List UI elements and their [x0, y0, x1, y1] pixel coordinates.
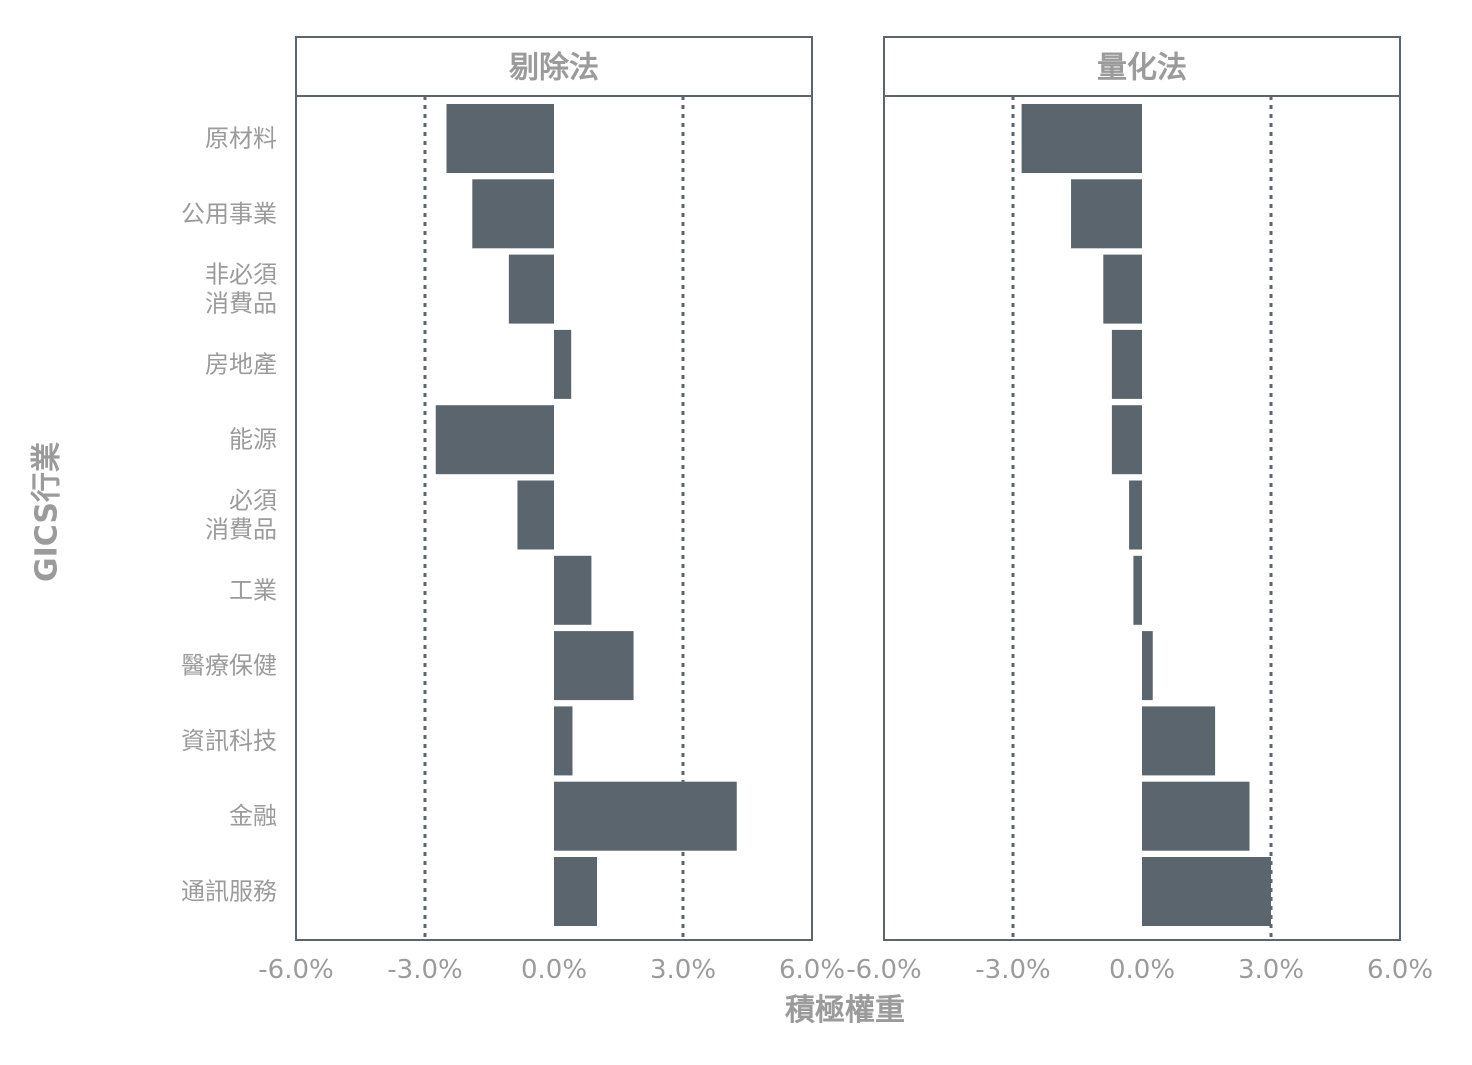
bar	[1133, 555, 1142, 625]
category-label: 通訊服務	[181, 878, 277, 906]
x-tick-label: -3.0%	[387, 955, 462, 985]
category-label: 必須	[229, 487, 277, 515]
bar	[554, 857, 597, 926]
bar	[1111, 329, 1142, 399]
bar	[554, 555, 592, 625]
bar	[1103, 254, 1142, 324]
bar	[1142, 857, 1271, 926]
x-tick-label: -6.0%	[846, 955, 921, 985]
category-label: 原材料	[205, 125, 277, 153]
bar	[1142, 631, 1153, 701]
bar	[446, 104, 554, 173]
x-tick-label: 6.0%	[1367, 955, 1433, 985]
bar	[1021, 104, 1142, 173]
category-label: 醫療保健	[181, 652, 277, 680]
x-tick-label: 3.0%	[650, 955, 716, 985]
y-axis-title: GICS行業	[30, 442, 65, 582]
x-axis-title: 積極權重	[785, 993, 905, 1028]
x-tick-label: -6.0%	[258, 955, 333, 985]
category-label: 工業	[229, 576, 277, 604]
bar	[517, 480, 554, 550]
bar	[472, 179, 554, 249]
category-label: 房地產	[205, 350, 277, 378]
bar	[554, 631, 634, 701]
bar	[1142, 781, 1250, 851]
bar	[554, 706, 573, 776]
category-label: 能源	[229, 426, 277, 454]
bar	[1111, 405, 1142, 475]
panel-title: 剔除法	[509, 51, 599, 86]
bar	[1071, 179, 1142, 249]
bar	[554, 329, 572, 399]
x-tick-label: 0.0%	[521, 955, 587, 985]
bar	[1142, 706, 1216, 776]
category-label: 消費品	[205, 290, 277, 318]
category-label: 非必須	[205, 261, 277, 289]
category-label: 資訊科技	[181, 727, 277, 755]
bar	[1129, 480, 1142, 550]
bar	[435, 405, 554, 475]
panel-frame	[883, 36, 1401, 941]
x-tick-label: -3.0%	[975, 955, 1050, 985]
x-tick-label: 0.0%	[1109, 955, 1175, 985]
panel-frame	[295, 36, 813, 941]
bar	[554, 781, 737, 851]
panel-1: 剔除法 -6.0% -3.0% 0.0% 3.0% 6.0%	[258, 36, 845, 985]
x-tick-label: 3.0%	[1238, 955, 1304, 985]
panel-2: 量化法 -6.0% -3.0% 0.0% 3.0% 6.0%	[846, 36, 1433, 985]
category-label: 消費品	[205, 516, 277, 544]
panels-layer: 剔除法 -6.0% -3.0% 0.0% 3.0% 6.0% 量化法 -6.0% -3.0% 0.…	[181, 36, 1433, 985]
panel-title: 量化法	[1097, 51, 1187, 86]
bar	[508, 254, 554, 324]
category-label: 公用事業	[181, 200, 277, 228]
x-tick-label: 6.0%	[779, 955, 845, 985]
category-label: 金融	[229, 802, 277, 830]
